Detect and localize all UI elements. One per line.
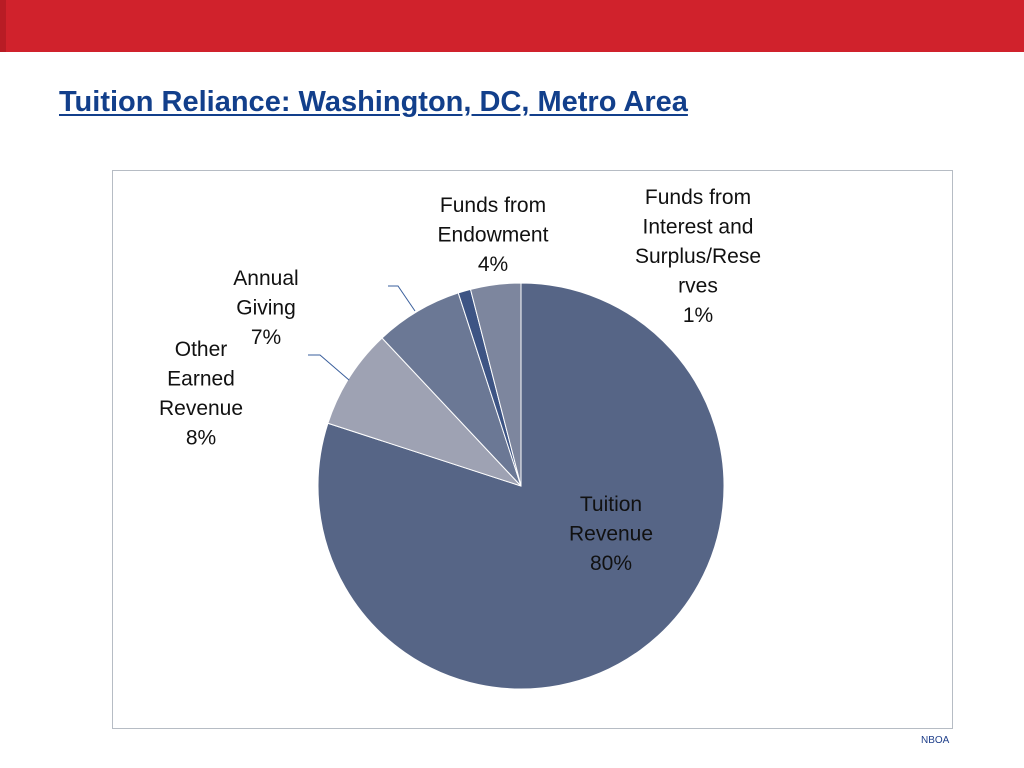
pie-slice-other-earned-revenue bbox=[327, 337, 522, 487]
slice-label-tuition-revenue: Tuition Revenue 80% bbox=[569, 493, 653, 575]
leader-line-funds-from-interest-and-surplus-reserves bbox=[388, 285, 416, 312]
slice-label-annual-giving: Annual Giving 7% bbox=[233, 267, 298, 349]
top-banner bbox=[0, 0, 1024, 52]
slice-label-other-earned-revenue: Other Earned Revenue 8% bbox=[159, 338, 243, 450]
pie-slices bbox=[317, 282, 725, 690]
pie-slice-funds-from-endowment bbox=[469, 282, 522, 487]
leader-line-other-earned-revenue bbox=[308, 354, 350, 381]
slide-title: Tuition Reliance: Washington, DC, Metro … bbox=[59, 86, 688, 118]
footer-source: NBOA bbox=[921, 735, 950, 746]
leader-lines bbox=[308, 285, 416, 381]
slice-labels: Tuition Revenue 80% Other Earned Revenue 8%Ann… bbox=[159, 186, 761, 575]
slice-label-funds-from-endowment: Funds from Endowment 4% bbox=[438, 194, 549, 276]
chart-frame bbox=[112, 170, 953, 729]
slice-label-funds-from-interest-and-surplus-reserves: Funds from Interest and Surplus/Rese rves 1% bbox=[635, 186, 761, 327]
